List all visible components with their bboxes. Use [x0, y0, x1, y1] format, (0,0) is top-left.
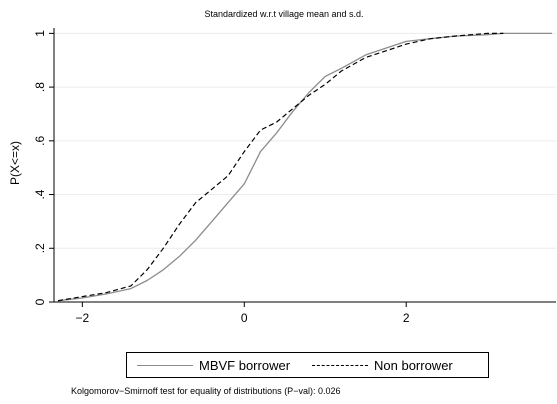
legend-label-mbvf: MBVF borrower: [199, 358, 290, 373]
y-tick-label: .8: [33, 82, 47, 92]
series-lines: [58, 33, 552, 300]
ks-test-note: Kolgomorov−Smirnoff test for equality of…: [71, 386, 340, 396]
x-tick-label: 2: [403, 311, 410, 325]
legend-swatch-solid: [137, 365, 193, 366]
y-tick-label: 0: [33, 298, 47, 305]
y-axis-label: P(X<=x): [8, 141, 22, 185]
y-tick-label: .6: [33, 135, 47, 145]
y-tick-label: 1: [33, 30, 47, 37]
legend-item-non-borrower: Non borrower: [312, 353, 453, 377]
series-line-mbvf-borrower: [58, 33, 552, 300]
axes: [54, 28, 556, 302]
chart-title: Standardized w.r.t village mean and s.d.: [204, 9, 363, 19]
x-tick-label: −2: [75, 311, 89, 325]
y-axis-ticks: 0 .2 .4 .6 .8 1: [33, 30, 54, 306]
legend: MBVF borrower Non borrower: [126, 352, 489, 378]
y-tick-label: .2: [33, 243, 47, 253]
x-tick-label: 0: [241, 311, 248, 325]
legend-item-mbvf: MBVF borrower: [137, 353, 290, 377]
series-line-non-borrower: [58, 33, 503, 300]
legend-swatch-dashed: [312, 365, 368, 366]
y-tick-label: .4: [33, 189, 47, 199]
legend-label-non-borrower: Non borrower: [374, 358, 453, 373]
grid-lines: [54, 33, 556, 302]
x-axis-ticks: −2024: [75, 302, 557, 325]
